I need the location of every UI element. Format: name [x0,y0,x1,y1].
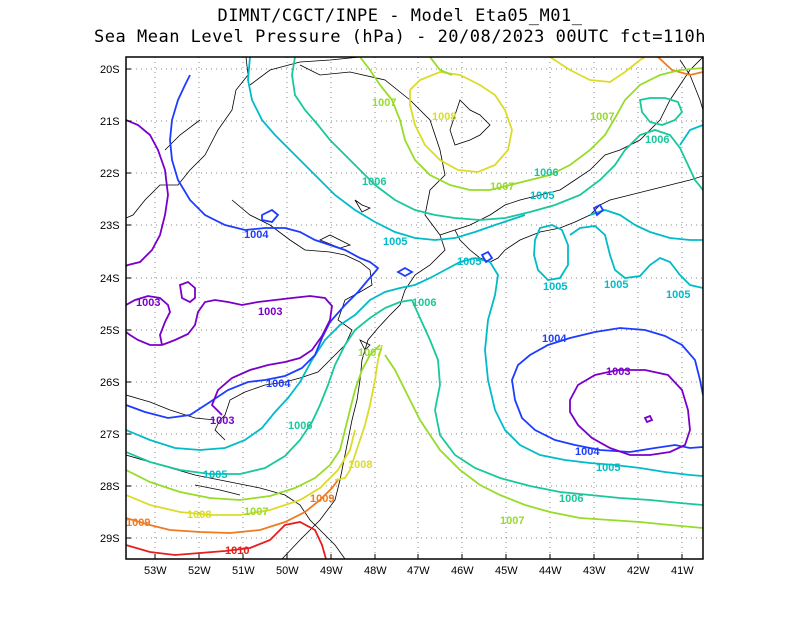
contour-label: 1005 [203,469,227,481]
contour-label: 1007 [590,111,614,123]
contour-label: 1008 [187,509,211,521]
coastline-and-borders [126,57,703,559]
contour-label: 1003 [136,297,160,309]
isobar-1006 [126,57,703,506]
lon-tick-label: 53W [144,565,167,577]
map-frame [125,56,704,560]
lon-tick-label: 47W [407,565,430,577]
contour-label: 1003 [210,415,234,427]
contour-labels: 1007 1008 1007 1006 1006 1006 1007 1005 … [126,97,690,557]
isobar-1005 [126,57,703,477]
lat-tick-label: 29S [100,533,120,545]
lon-tick-label: 44W [539,565,562,577]
isobar-1010 [126,521,327,559]
lat-tick-label: 22S [100,168,120,180]
contour-label: 1006 [559,493,583,505]
lon-tick-label: 46W [451,565,474,577]
contour-label: 1007 [500,515,524,527]
contour-label: 1006 [412,297,436,309]
contour-label: 1005 [530,190,554,202]
lon-tick-label: 50W [276,565,299,577]
contour-label: 1009 [310,493,334,505]
contour-label: 1008 [348,459,372,471]
isobar-1007 [126,57,703,529]
contour-label: 1007 [358,347,382,359]
lat-tick-label: 23S [100,220,120,232]
contour-label: 1005 [604,279,628,291]
lon-tick-label: 45W [495,565,518,577]
contour-label: 1003 [258,306,282,318]
contour-label: 1007 [372,97,396,109]
contour-label: 1004 [575,446,600,458]
contour-label: 1005 [383,236,407,248]
contour-label: 1006 [534,167,558,179]
isobar-1008 [126,57,646,516]
lat-tick-label: 21S [100,116,120,128]
isobar-1003 [126,119,691,456]
contour-label: 1010 [225,545,249,557]
lon-tick-label: 48W [364,565,387,577]
contour-label: 1005 [596,462,620,474]
lon-tick-label: 51W [232,565,255,577]
lat-tick-label: 25S [100,325,120,337]
lat-tick-label: 24S [100,273,120,285]
lon-tick-label: 43W [583,565,606,577]
contour-label: 1006 [645,134,669,146]
contour-label: 1006 [362,176,386,188]
lon-tick-label: 42W [627,565,650,577]
lon-tick-label: 41W [671,565,694,577]
contour-label: 1009 [126,517,150,529]
contour-label: 1005 [666,289,690,301]
lat-tick-label: 28S [100,481,120,493]
contour-label: 1005 [543,281,567,293]
contour-label: 1004 [266,378,291,390]
chart-title-line1: DIMNT/CGCT/INPE - Model Eta05_M01_ [217,6,583,26]
latitude-labels: 20S 21S 22S 23S 24S 25S 26S 27S 28S 29S [100,64,120,545]
lat-tick-label: 26S [100,377,120,389]
isobar-1009 [126,57,703,534]
contour-label: 1006 [288,420,312,432]
isobar-1004 [126,74,703,453]
contour-label: 1004 [244,229,269,241]
contour-label: 1004 [542,333,567,345]
contour-label: 1003 [606,366,630,378]
contour-label: 1007 [490,181,514,193]
lon-tick-label: 52W [188,565,211,577]
longitude-labels: 53W 52W 51W 50W 49W 48W 47W 46W 45W 44W … [144,565,694,577]
lat-tick-label: 20S [100,64,120,76]
lat-tick-label: 27S [100,429,120,441]
contour-label: 1005 [457,256,481,268]
lon-tick-label: 49W [320,565,343,577]
contour-label: 1007 [244,506,268,518]
chart-title-line2: Sea Mean Level Pressure (hPa) - 20/08/20… [94,27,706,47]
axis-ticks [126,68,683,559]
contour-label: 1008 [432,111,456,123]
